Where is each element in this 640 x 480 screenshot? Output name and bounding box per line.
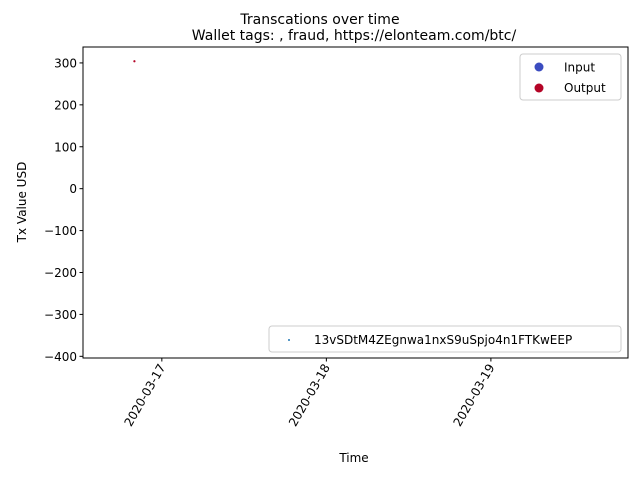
y-tick-label: −100 [44, 224, 77, 238]
y-tick-label: 300 [54, 56, 77, 70]
y-axis-ticks: 300 200 100 0 −100 −200 −300 −400 [44, 56, 83, 364]
legend-label-output: Output [564, 81, 606, 95]
legend-wallet-frame [268, 325, 622, 353]
data-points [133, 60, 136, 63]
y-tick-label: −400 [44, 350, 77, 364]
legend-marker-wallet [288, 339, 290, 341]
y-tick-label: 0 [69, 182, 77, 196]
y-axis-label: Tx Value USD [15, 162, 29, 244]
y-tick-label: 200 [54, 98, 77, 112]
legend-label-input: Input [564, 61, 595, 75]
legend-wallet: 13vSDtM4ZEgnwa1nxS9uSpjo4n1FTKwEEP [268, 325, 622, 353]
data-point [133, 60, 136, 63]
legend-marker-input [534, 62, 544, 72]
y-tick-label: −300 [44, 308, 77, 322]
chart-suptitle: Transcations over time [239, 12, 399, 28]
y-tick-label: 100 [54, 140, 77, 154]
legend-marker-output [534, 83, 544, 93]
axes-frame [82, 46, 629, 359]
x-axis-label: Time [338, 451, 368, 465]
legend-kinds-frame [519, 53, 622, 101]
legend-kinds: Input Output [519, 53, 622, 101]
legend-label-wallet: 13vSDtM4ZEgnwa1nxS9uSpjo4n1FTKwEEP [314, 333, 572, 347]
chart-title: Wallet tags: , fraud, https://elonteam.c… [192, 28, 517, 44]
y-tick-label: −200 [44, 266, 77, 280]
